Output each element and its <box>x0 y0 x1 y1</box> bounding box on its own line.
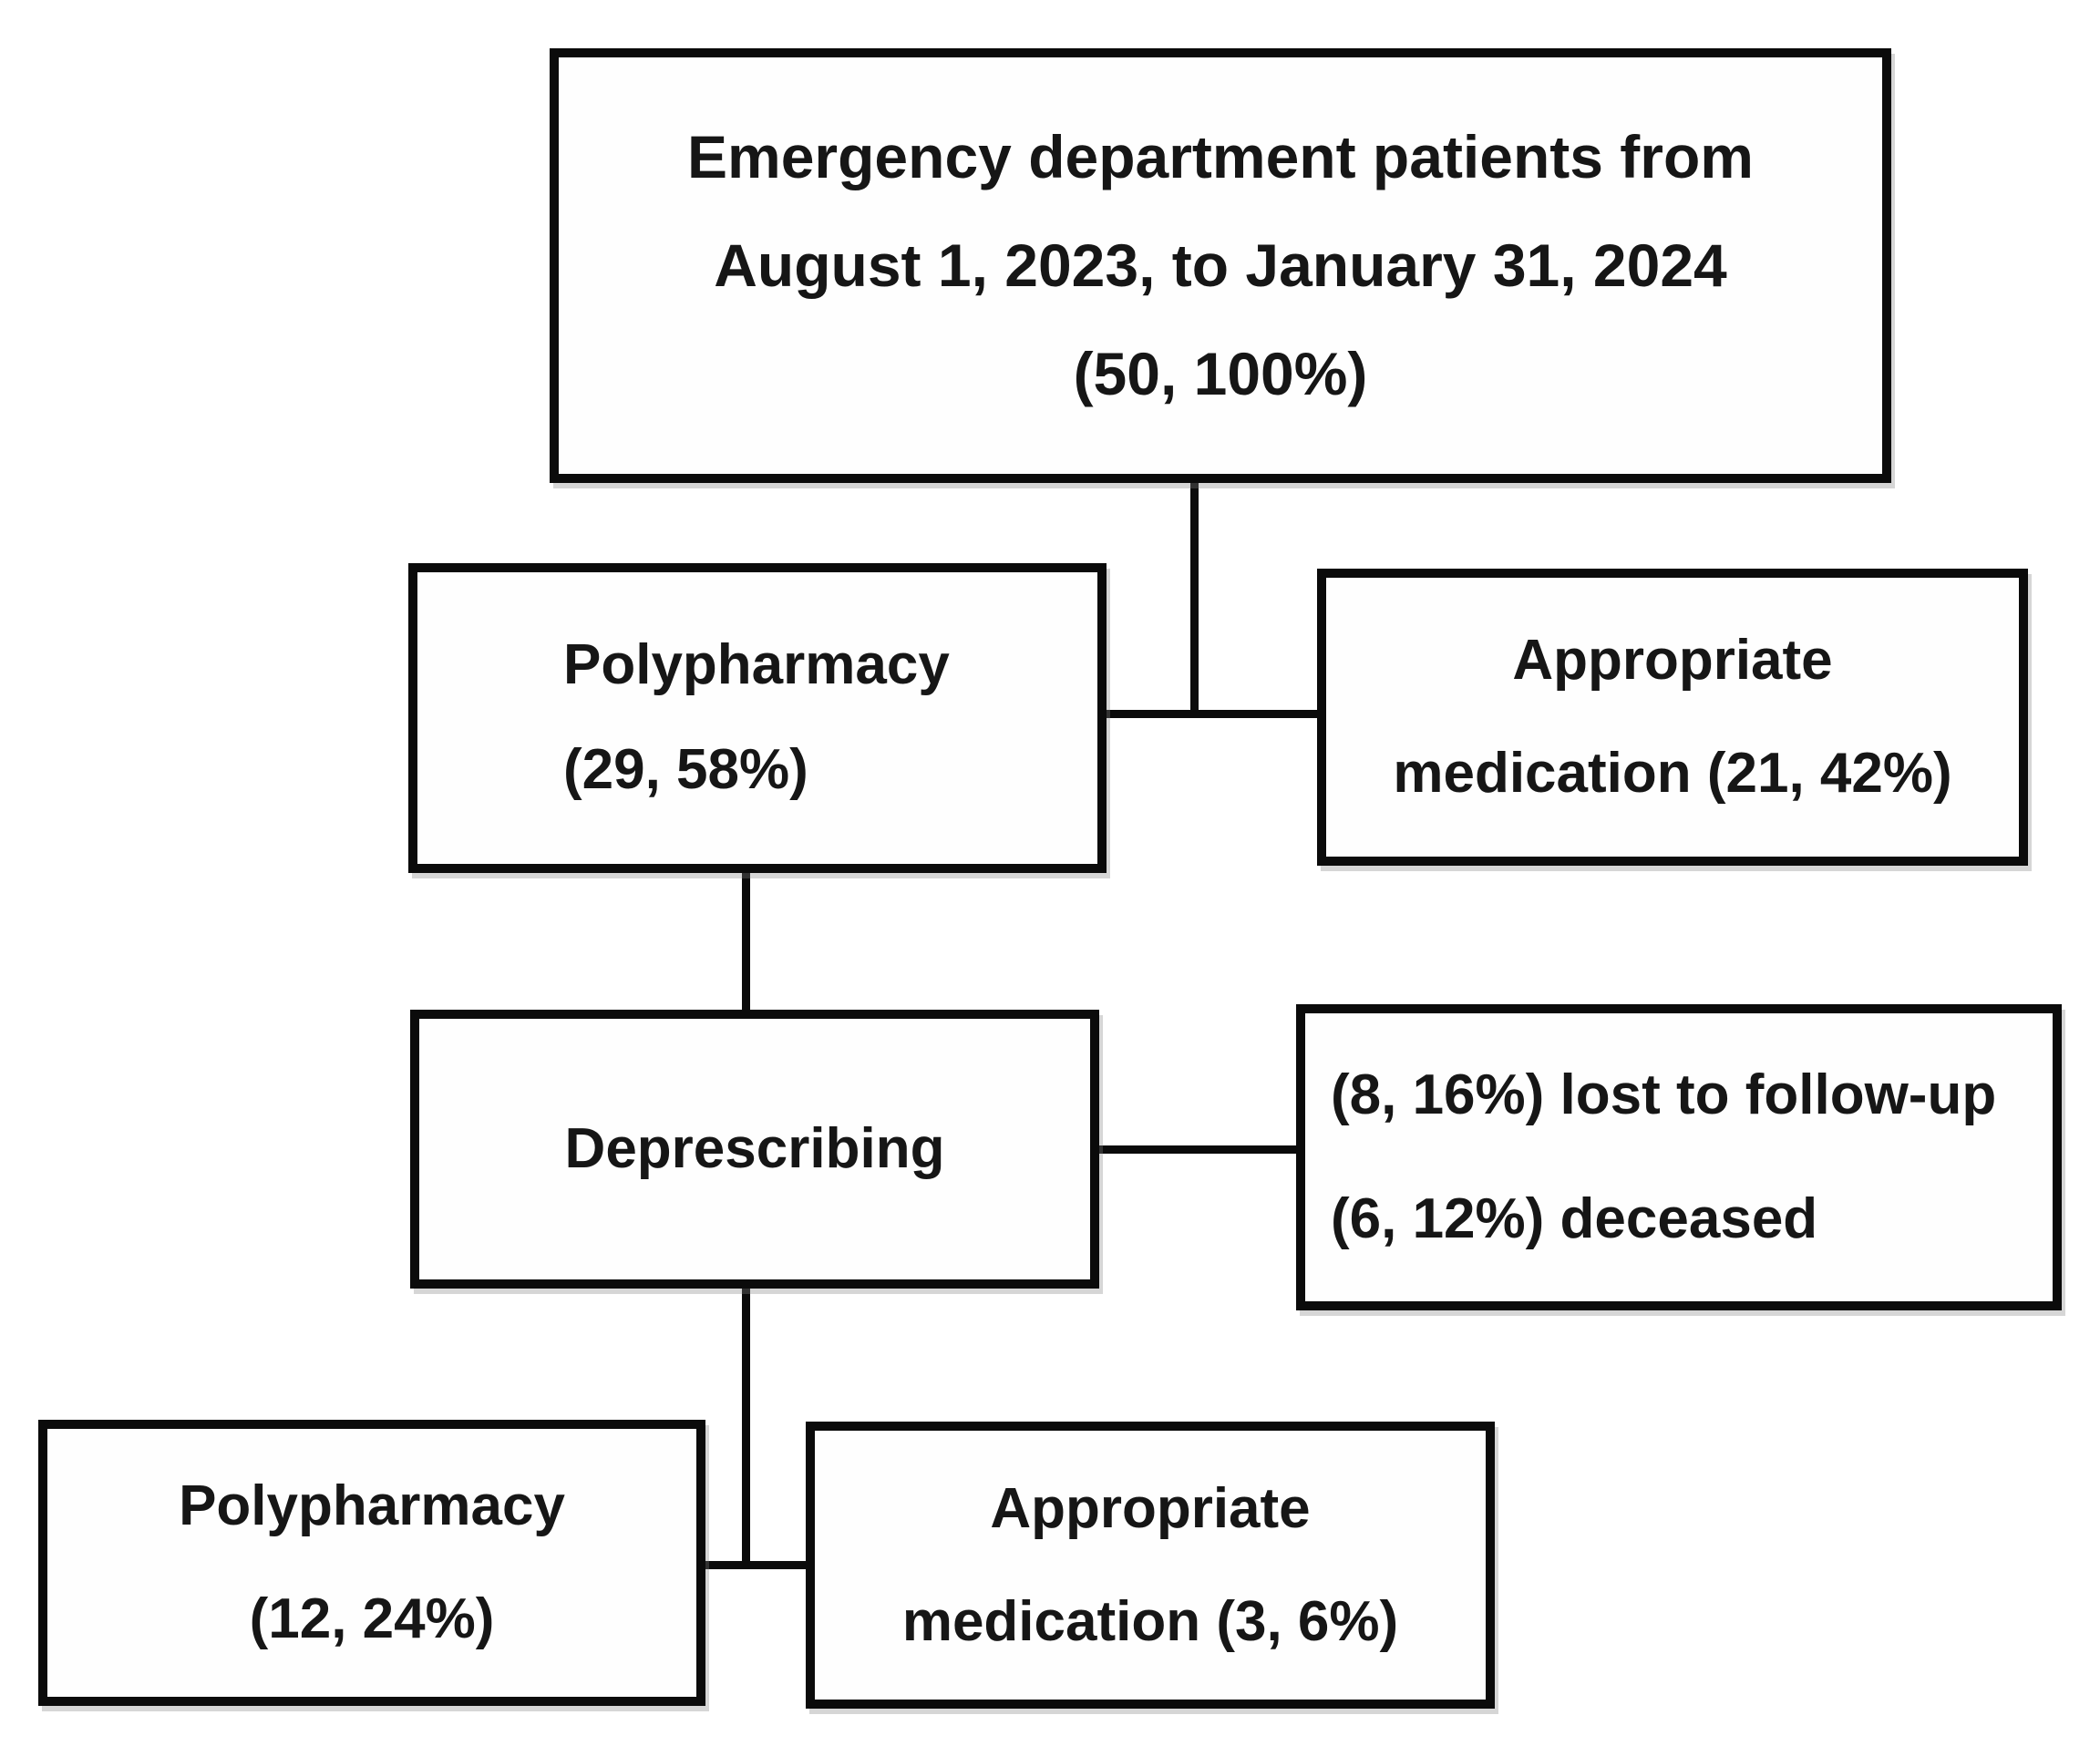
node-line: Appropriate <box>1512 629 1833 692</box>
node-lost-to-followup-deceased: (8, 16%) lost to follow-up (6, 12%) dece… <box>1296 1004 2062 1310</box>
node-ed-patients: Emergency department patients from Augus… <box>550 48 1891 483</box>
node-line: (8, 16%) lost to follow-up <box>1331 1063 1997 1126</box>
connector-level4-boxes <box>702 1561 809 1569</box>
node-deprescribing: Deprescribing <box>410 1010 1099 1289</box>
node-line: medication (21, 42%) <box>1393 742 1952 805</box>
node-polypharmacy: Polypharmacy (29, 58%) <box>408 563 1107 873</box>
connector-polypharmacy-to-deprescribing <box>742 868 750 1013</box>
node-polypharmacy-followup: Polypharmacy (12, 24%) <box>38 1420 705 1706</box>
node-line: Polypharmacy <box>179 1474 565 1537</box>
node-line: (6, 12%) deceased <box>1331 1187 1818 1250</box>
node-line: (29, 58%) <box>563 738 808 801</box>
node-line: (50, 100%) <box>1073 339 1368 407</box>
node-line: August 1, 2023, to January 31, 2024 <box>714 231 1727 300</box>
node-appropriate-medication: Appropriate medication (21, 42%) <box>1317 569 2028 866</box>
node-line: (12, 24%) <box>249 1587 495 1650</box>
node-line: medication (3, 6%) <box>901 1589 1399 1653</box>
node-appropriate-medication-followup: Appropriate medication (3, 6%) <box>806 1422 1495 1709</box>
node-line: Polypharmacy <box>563 633 950 697</box>
node-line: Deprescribing <box>564 1117 945 1180</box>
connector-deprescribing-to-attrition <box>1094 1145 1300 1154</box>
connector-deprescribing-to-level4 <box>742 1285 750 1569</box>
connector-polypharmacy-appropriate <box>1103 710 1321 718</box>
node-line: Appropriate <box>990 1476 1311 1540</box>
node-line: Emergency department patients from <box>687 123 1754 191</box>
connector-ed-to-level2 <box>1190 478 1199 718</box>
